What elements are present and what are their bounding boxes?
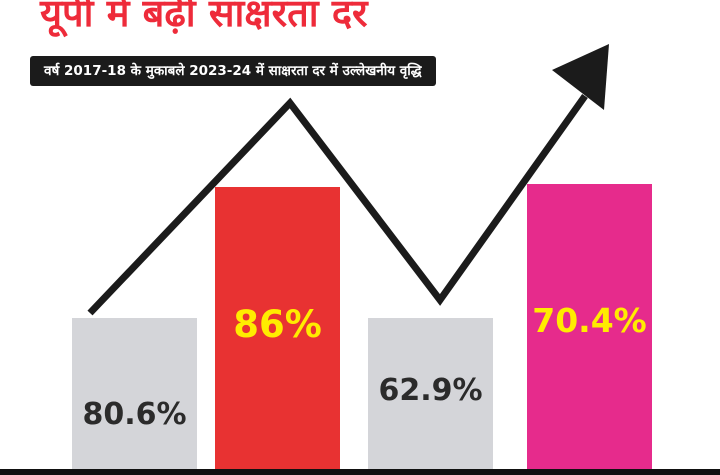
trend-arrow-head [552, 44, 609, 110]
page-title: यूपी में बढ़ी साक्षरता दर [40, 0, 368, 35]
bar-3 [368, 318, 493, 475]
trend-arrow-line [87, 93, 588, 316]
bar-label-3: 62.9% [378, 373, 482, 408]
bar-4 [527, 184, 652, 475]
bar-label-1: 80.6% [82, 397, 186, 432]
bar-label-2: 86% [233, 303, 322, 346]
bar-2 [215, 187, 340, 475]
bottom-border [0, 469, 720, 475]
bar-1 [72, 318, 197, 475]
bar-label-4: 70.4% [532, 301, 647, 340]
subtitle-banner: वर्ष 2017-18 के मुकाबले 2023-24 में साक्… [30, 56, 436, 86]
